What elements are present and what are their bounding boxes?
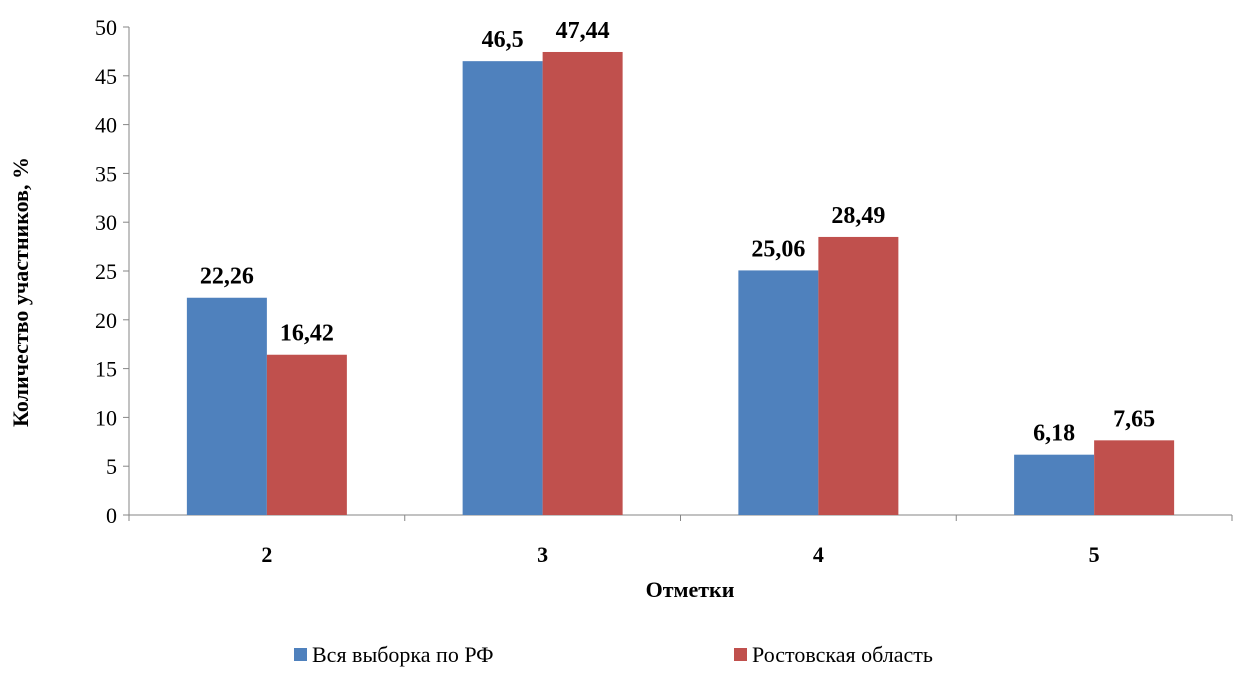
x-tick-label: 4 (813, 542, 824, 567)
y-tick-label: 0 (106, 503, 117, 528)
data-label: 46,5 (482, 27, 524, 53)
y-tick-label: 35 (95, 161, 117, 186)
y-axis: 0 5 10 15 20 25 30 35 40 45 50 (95, 15, 130, 528)
y-tick-label: 10 (95, 405, 117, 430)
data-labels: 22,26 16,42 46,5 47,44 25,06 28,49 6,18 7,65 (200, 18, 1155, 447)
y-tick-label: 50 (95, 15, 117, 40)
y-tick-label: 5 (106, 454, 117, 479)
legend-label-rf: Вся выборка по РФ (312, 642, 494, 667)
data-label: 16,42 (280, 321, 334, 347)
y-tick-label: 45 (95, 64, 117, 89)
bars (186, 51, 1175, 516)
data-label: 22,26 (200, 264, 254, 290)
y-tick-label: 15 (95, 357, 117, 382)
bar (738, 270, 819, 515)
bar (186, 297, 267, 515)
y-tick-label: 30 (95, 210, 117, 235)
legend-swatch-rf (294, 648, 307, 661)
y-tick-label: 40 (95, 113, 117, 138)
x-tick-label: 2 (261, 542, 272, 567)
x-axis-title: Отметки (646, 577, 735, 602)
y-tick-label: 25 (95, 259, 117, 284)
bar (462, 61, 543, 515)
legend: Вся выборка по РФ Ростовская область (294, 642, 933, 667)
data-label: 25,06 (751, 236, 805, 262)
data-label: 7,65 (1113, 406, 1155, 432)
x-tick-label: 5 (1089, 542, 1100, 567)
legend-label-rostov: Ростовская область (752, 642, 933, 667)
bar (818, 236, 899, 515)
bar (542, 51, 623, 516)
data-label: 28,49 (831, 203, 885, 229)
bar (266, 354, 347, 515)
x-axis: 2 3 4 5 (128, 514, 1233, 567)
y-axis-title: Количество участников, % (8, 157, 33, 427)
bar (1094, 440, 1175, 515)
y-tick-label: 20 (95, 308, 117, 333)
x-tick-label: 3 (537, 542, 548, 567)
data-label: 6,18 (1033, 421, 1075, 447)
legend-swatch-rostov (734, 648, 747, 661)
bar (1014, 454, 1095, 515)
data-label: 47,44 (556, 18, 610, 44)
